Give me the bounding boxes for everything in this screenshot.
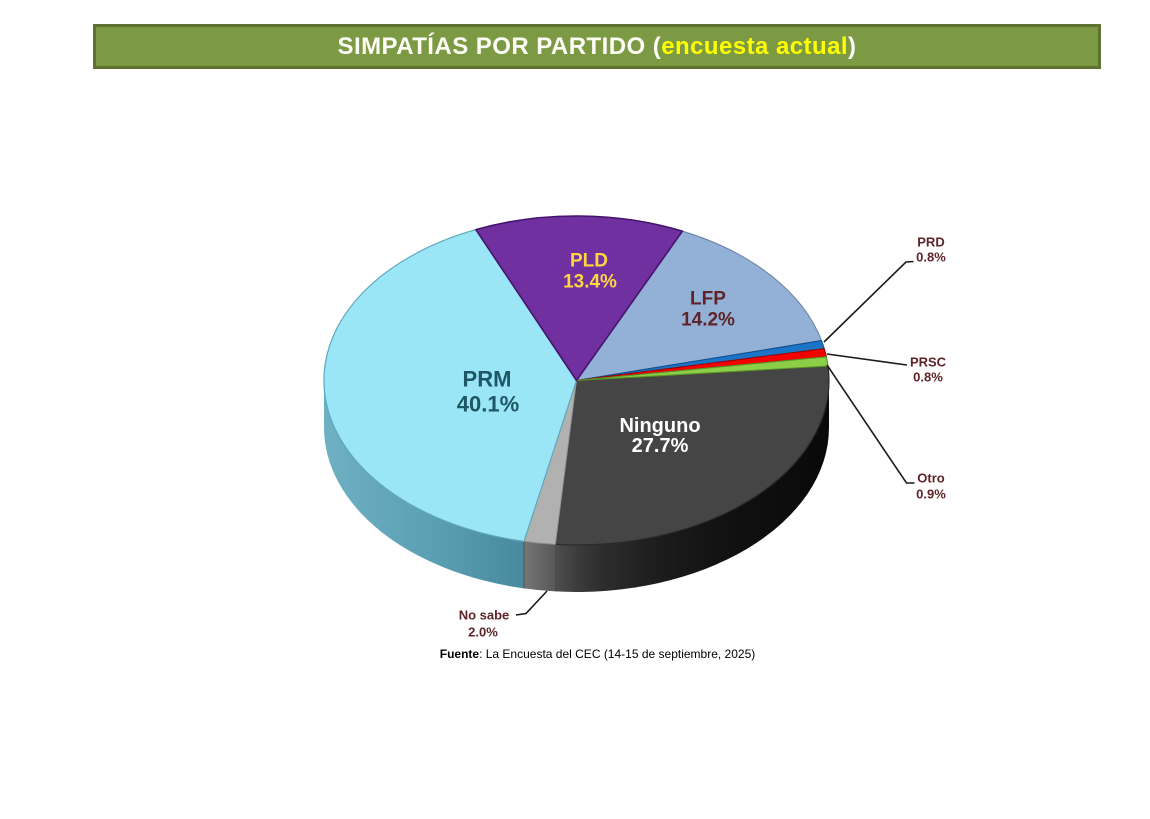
svg-text:27.7%: 27.7% <box>632 435 689 457</box>
svg-text:0.8%: 0.8% <box>916 250 946 265</box>
svg-text:0.8%: 0.8% <box>913 370 943 385</box>
svg-text:PRM: PRM <box>463 367 512 392</box>
svg-text:PLD: PLD <box>570 251 608 272</box>
svg-text:Otro: Otro <box>917 471 945 486</box>
svg-text:40.1%: 40.1% <box>457 392 519 417</box>
svg-text:LFP: LFP <box>690 289 726 310</box>
svg-text:0.9%: 0.9% <box>916 487 946 502</box>
svg-text:PRSC: PRSC <box>910 355 947 370</box>
svg-text:Ninguno: Ninguno <box>619 415 700 437</box>
svg-text:14.2%: 14.2% <box>681 310 735 331</box>
svg-text:13.4%: 13.4% <box>563 272 617 293</box>
svg-text:2.0%: 2.0% <box>468 625 498 640</box>
svg-text:PRD: PRD <box>917 235 944 250</box>
svg-text:No sabe: No sabe <box>459 608 510 623</box>
